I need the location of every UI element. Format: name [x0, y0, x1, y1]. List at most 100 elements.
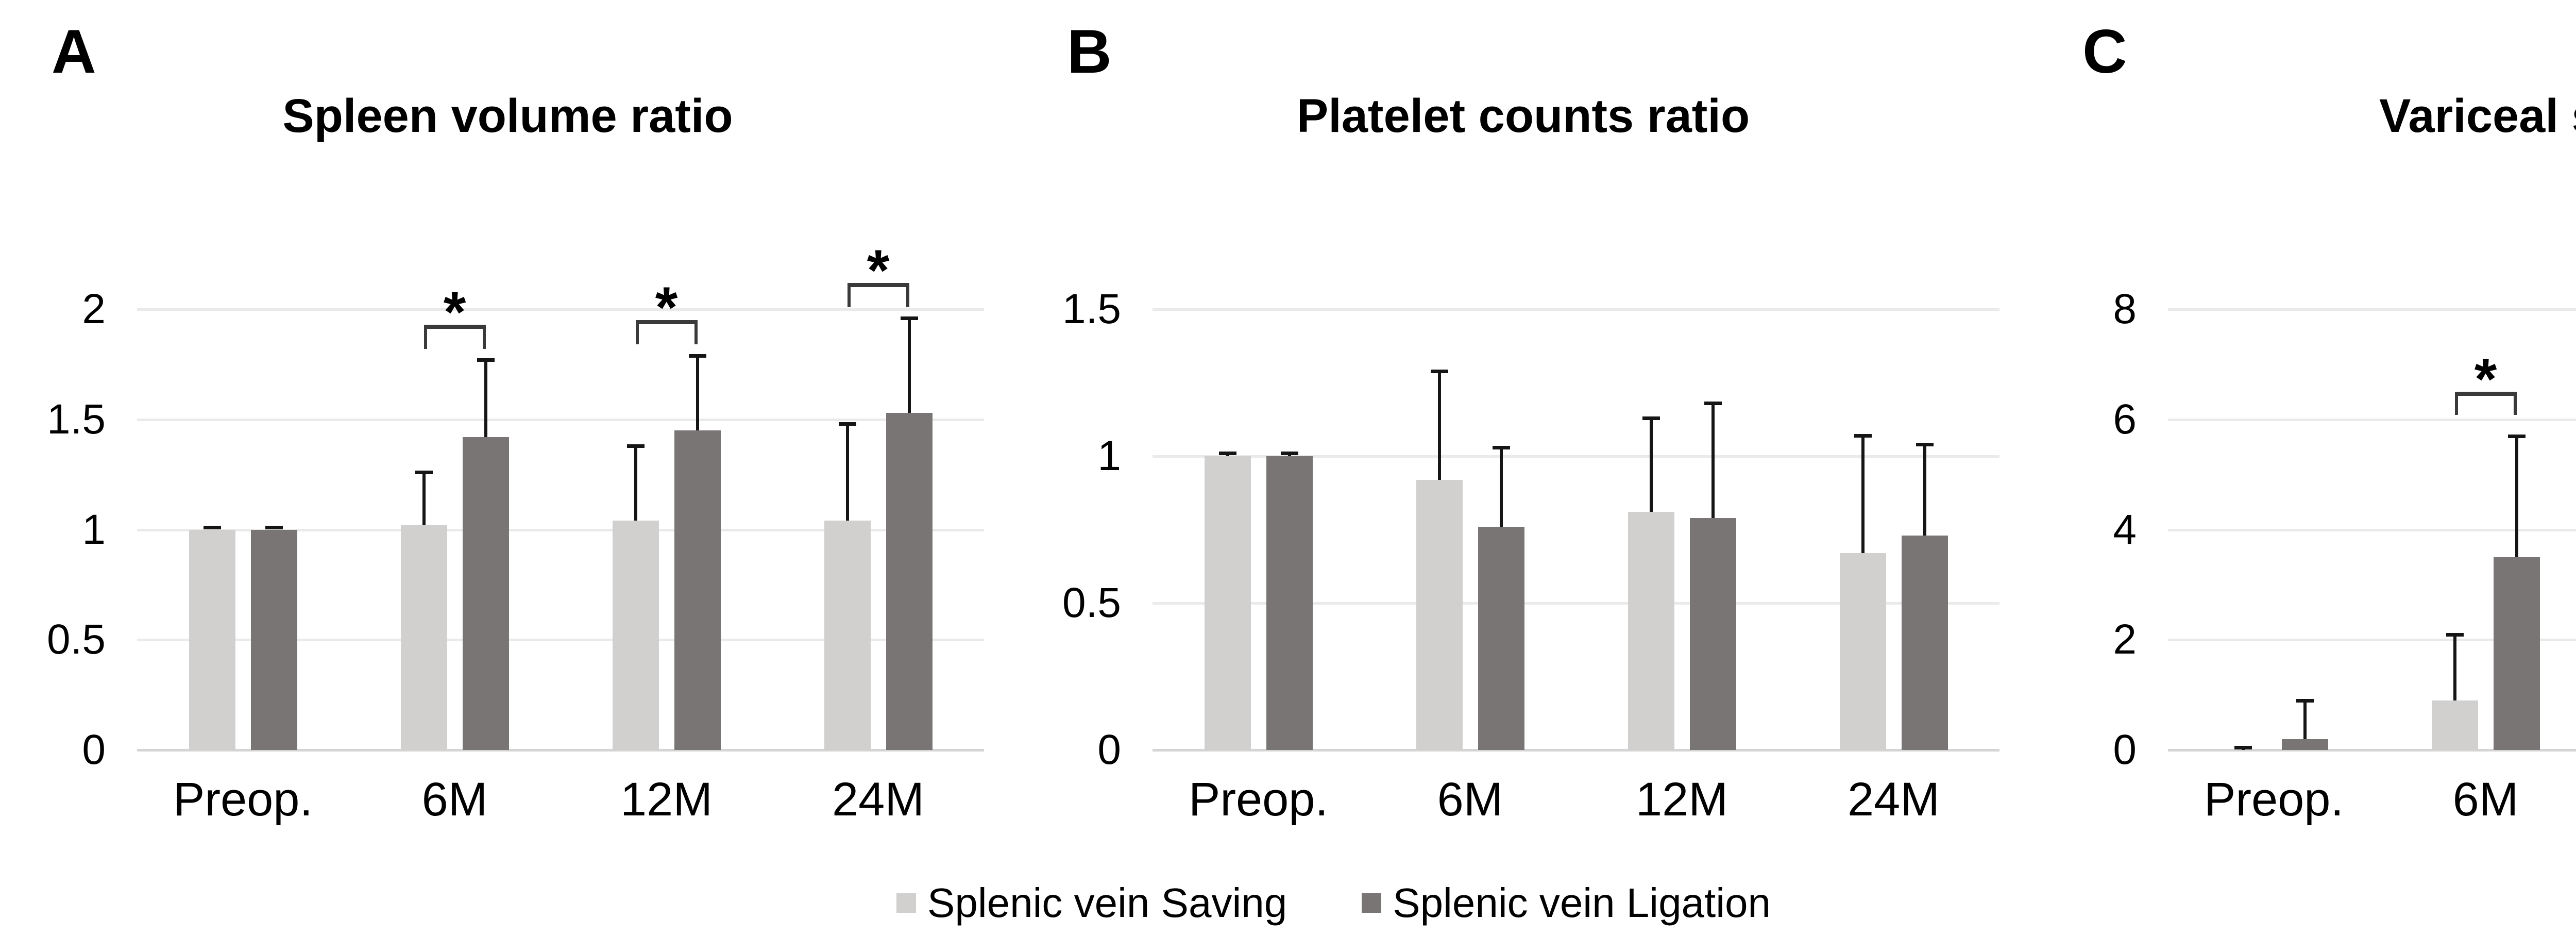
error-bar-cap [203, 526, 221, 530]
error-bar-cap [1430, 369, 1448, 373]
bar-ligation [2493, 557, 2540, 750]
error-bar [1711, 403, 1715, 518]
x-tick-label: 24M [1848, 773, 1940, 826]
x-tick-label: 12M [1636, 773, 1728, 826]
error-bar-cap [838, 422, 856, 426]
bar-saving [400, 525, 447, 750]
significance-asterisk: * [2474, 347, 2497, 412]
legend-item-ligation: Splenic vein Ligation [1362, 882, 1771, 924]
x-axis-line [1153, 749, 1999, 752]
error-bar-cap [415, 471, 433, 475]
bar-saving [1628, 512, 1674, 750]
gridline [2168, 418, 2576, 421]
chart-title: Platelet counts ratio [1296, 90, 1750, 142]
legend-swatch-ligation [1362, 893, 1382, 913]
panel-letter: C [2082, 17, 2127, 86]
legend: Splenic vein Saving Splenic vein Ligatio… [896, 882, 1771, 924]
significance-asterisk: * [443, 279, 466, 344]
error-bar [1437, 371, 1441, 480]
y-tick-label: 0 [1097, 726, 1121, 773]
x-tick-label: 24M [832, 773, 924, 826]
y-tick-label: 1.5 [1062, 286, 1121, 332]
error-bar [422, 472, 426, 525]
error-bar-cap [900, 316, 918, 321]
legend-item-saving: Splenic vein Saving [896, 882, 1287, 924]
error-bar-cap [1218, 452, 1236, 456]
x-axis-line [137, 749, 984, 752]
error-bar-cap [2446, 632, 2464, 637]
significance-bracket [2454, 392, 2517, 415]
legend-label: Splenic vein Saving [927, 880, 1287, 926]
panel-platelet-counts-ratio: B Platelet counts ratio 0 0.5 1 1.5 Preop. 6M… [1015, 0, 2031, 935]
error-bar-cap [477, 358, 495, 362]
error-bar [484, 360, 487, 437]
significance-asterisk: * [867, 238, 890, 303]
error-bar [2515, 436, 2518, 557]
bar-saving [1416, 479, 1463, 750]
x-tick-label: Preop. [1188, 773, 1329, 826]
chart-title: Spleen volume ratio [282, 90, 733, 142]
x-tick-label: 6M [2452, 773, 2519, 826]
legend-swatch-saving [896, 893, 916, 913]
error-bar-cap [1916, 443, 1934, 447]
error-bar [696, 355, 699, 431]
bar-ligation [1689, 517, 1736, 750]
legend-label: Splenic vein Ligation [1393, 880, 1771, 926]
significance-bracket [635, 320, 698, 345]
bar-saving [189, 529, 235, 750]
bar-ligation [1901, 535, 1948, 750]
x-tick-label: 6M [1437, 773, 1503, 826]
error-bar [1923, 444, 1926, 536]
error-bar [1861, 436, 1865, 554]
y-tick-label: 1 [1097, 432, 1121, 479]
y-tick-label: 2 [82, 286, 106, 332]
y-tick-label: 0 [2113, 726, 2137, 773]
bar-saving [612, 521, 659, 750]
bar-saving [1204, 456, 1251, 750]
error-bar-cap [1704, 402, 1722, 406]
error-bar [1649, 418, 1653, 512]
significance-bracket [847, 282, 909, 307]
y-tick-label: 4 [2113, 506, 2137, 553]
gridline [2168, 639, 2576, 642]
bar-saving [824, 521, 871, 750]
error-bar [907, 318, 911, 413]
y-tick-label: 0 [82, 726, 106, 773]
x-tick-label: 12M [620, 773, 713, 826]
error-bar-cap [626, 444, 645, 448]
y-tick-label: 8 [2113, 286, 2137, 332]
chart-title: Variceal score [2379, 90, 2576, 142]
error-bar-cap [1642, 416, 1660, 420]
error-bar-cap [2234, 745, 2252, 749]
bar-ligation [250, 529, 297, 750]
gridline [137, 639, 984, 642]
error-bar [2303, 700, 2307, 739]
error-bar [2453, 634, 2456, 700]
x-tick-label: Preop. [2204, 773, 2344, 826]
error-bar-cap [688, 354, 706, 358]
bar-saving [2431, 700, 2478, 750]
error-bar-cap [1854, 434, 1872, 438]
error-bar-cap [2507, 434, 2526, 438]
gridline [137, 528, 984, 531]
bar-ligation [886, 412, 933, 750]
gridline [1153, 455, 1999, 458]
significance-asterisk: * [655, 275, 678, 340]
gridline [1153, 602, 1999, 605]
panel-spleen-volume-ratio: A Spleen volume ratio 0 0.5 1 1.5 2 Preop. 6M 1… [0, 0, 1015, 935]
error-bar [1499, 447, 1503, 527]
bar-ligation [2281, 739, 2328, 750]
panel-letter: B [1067, 17, 1112, 86]
y-tick-label: 6 [2113, 395, 2137, 443]
gridline [137, 308, 984, 311]
significance-bracket [423, 324, 486, 349]
bar-ligation [674, 430, 721, 750]
gridline [1153, 308, 1999, 311]
error-bar-cap [2296, 698, 2314, 703]
x-tick-label: Preop. [173, 773, 313, 826]
y-tick-label: 1.5 [47, 395, 106, 443]
bar-ligation [1478, 526, 1524, 750]
bar-ligation [1266, 456, 1313, 750]
y-tick-label: 1 [82, 506, 106, 553]
